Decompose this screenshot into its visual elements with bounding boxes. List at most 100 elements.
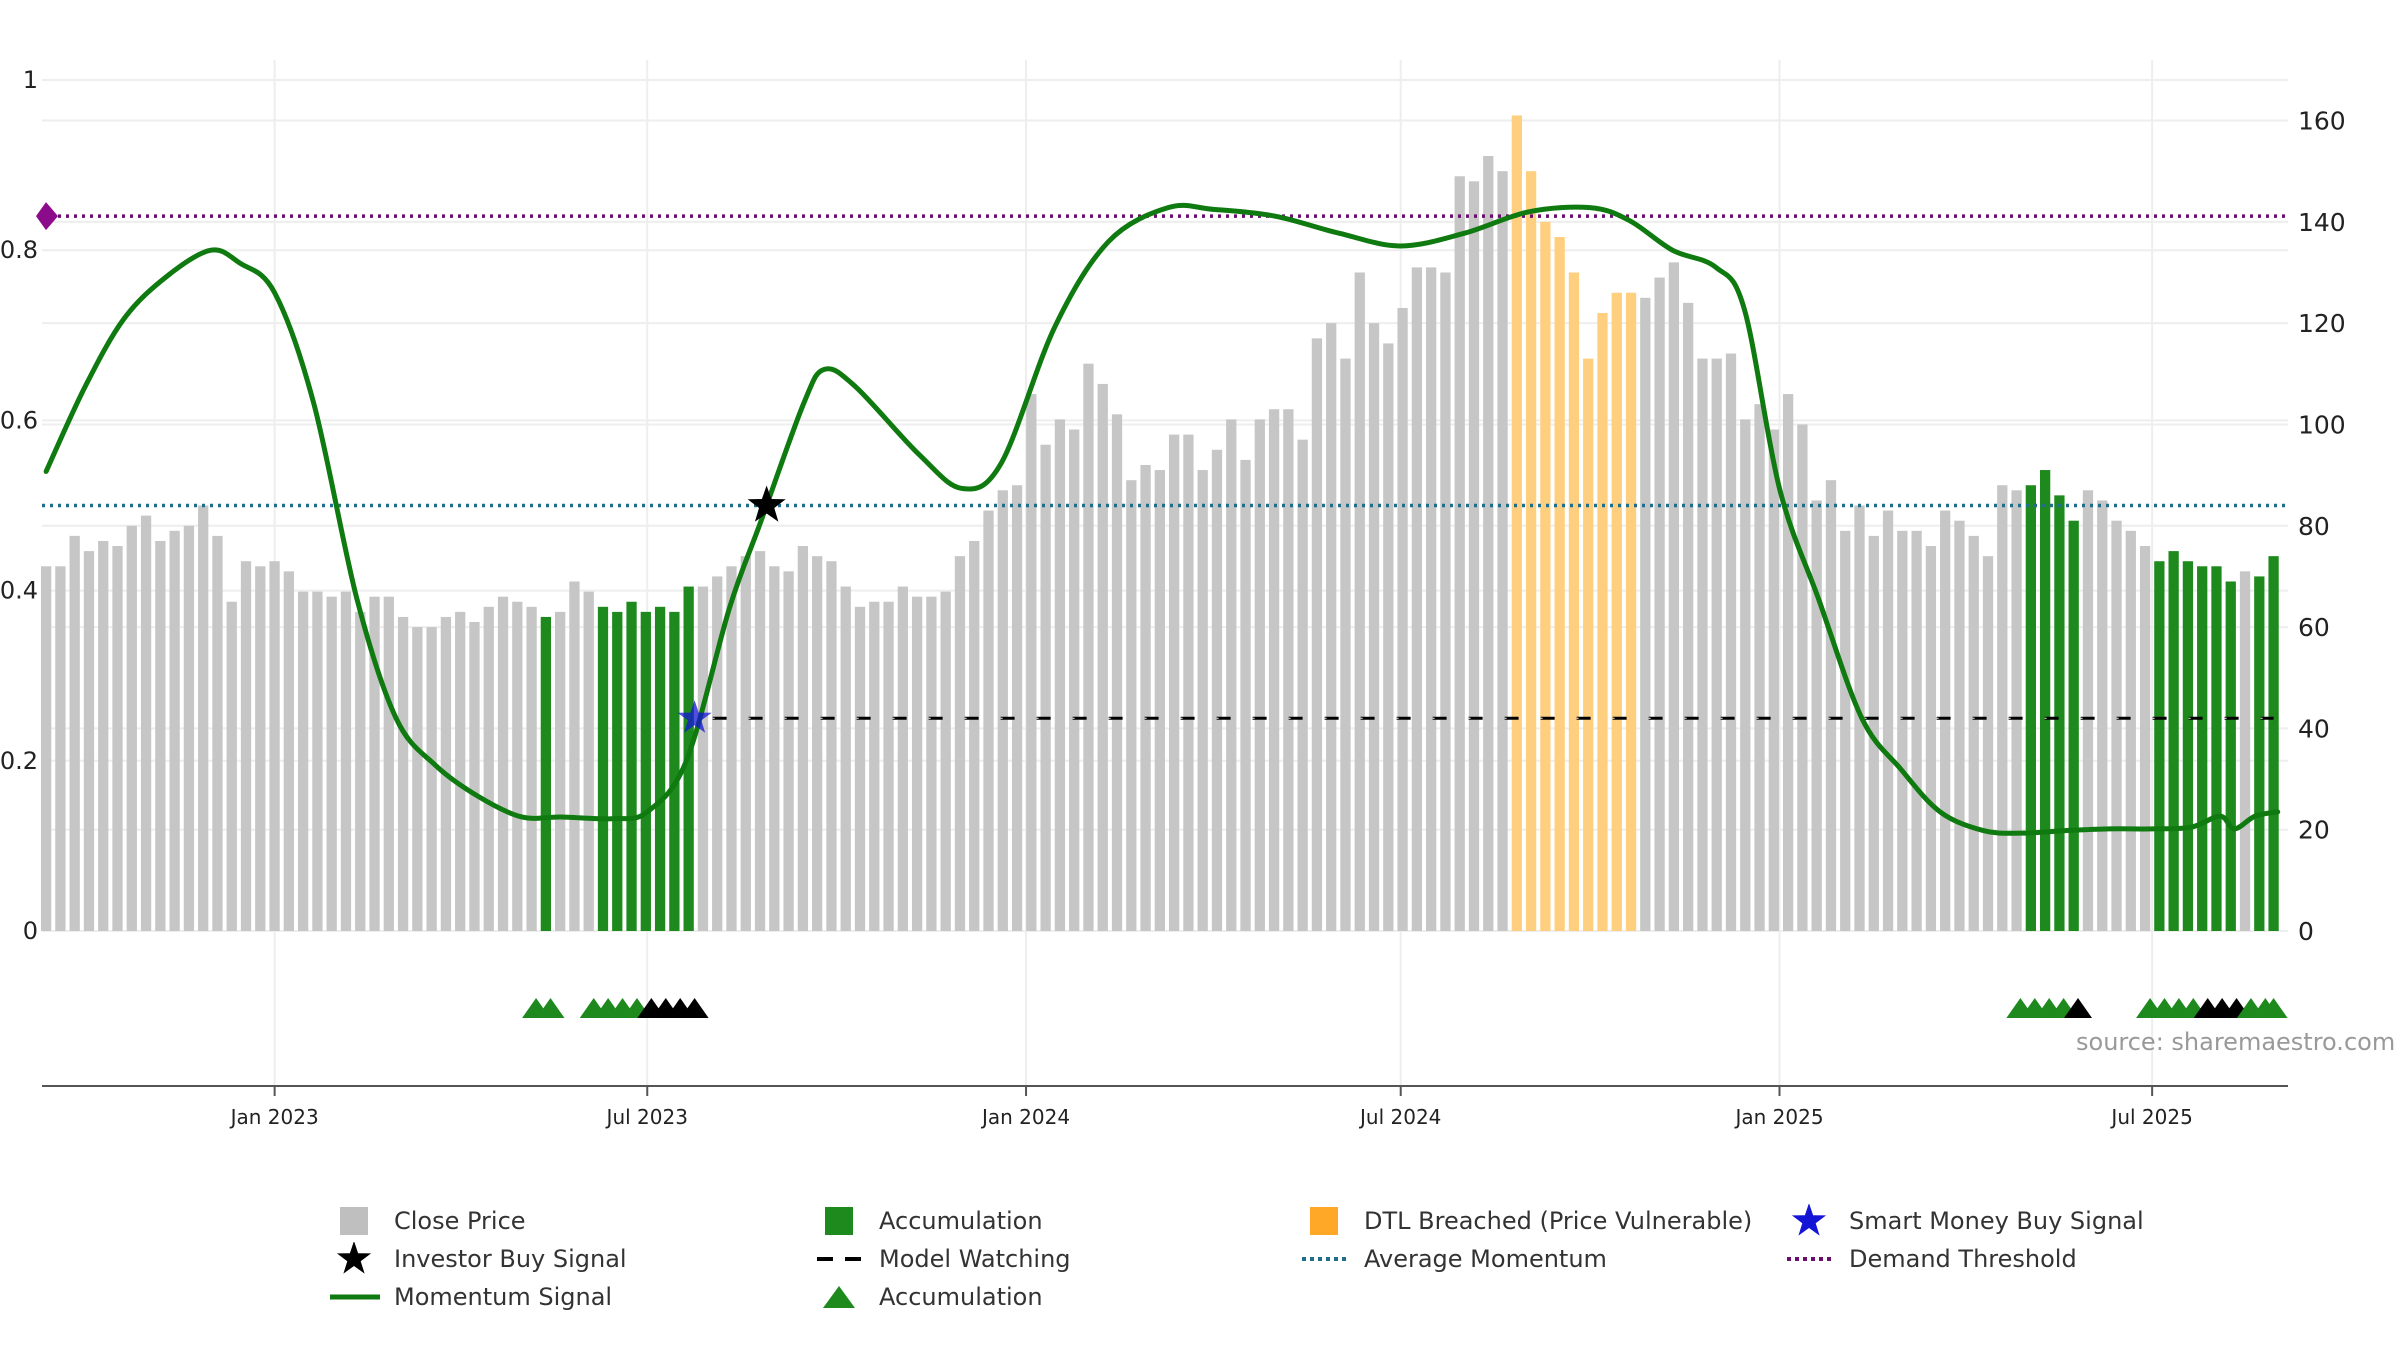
x-tick-label: Jul 2023 [605, 1105, 688, 1129]
source-note: source: sharemaestro.com [2076, 1028, 2396, 1056]
price-bar [1197, 470, 1208, 931]
left-tick-label: 0.8 [0, 236, 38, 264]
price-bar [1825, 480, 1837, 931]
close-price-bars [40, 115, 2279, 932]
price-bar [2239, 571, 2251, 931]
price-bar [312, 591, 323, 931]
price-bar [1697, 358, 1708, 931]
price-bar [1011, 485, 1023, 931]
right-tick-label: 160 [2298, 107, 2346, 136]
axes: Jan 2023 Jul 2023 Jan 2024 Jul 2024 Jan 2025… [0, 66, 2346, 1129]
price-bar [1811, 500, 1822, 931]
price-bar [1111, 414, 1123, 932]
buy-signals [677, 485, 786, 733]
price-bar [797, 546, 809, 931]
price-bar [1997, 485, 2008, 931]
price-bar [55, 566, 66, 931]
price-bar [2068, 520, 2079, 931]
x-tick-label: Jan 2023 [229, 1105, 319, 1129]
price-bar [669, 611, 680, 931]
price-bar [1026, 394, 1037, 931]
price-bar [1782, 394, 1794, 931]
price-bar [1683, 302, 1694, 931]
price-bar [2125, 530, 2136, 931]
price-bar [754, 551, 766, 931]
left-tick-label: 0.4 [0, 577, 38, 605]
price-bar [1411, 267, 1423, 931]
price-bar [1168, 434, 1180, 931]
price-bar [1511, 115, 1522, 932]
price-bar [340, 591, 352, 931]
price-bar [869, 601, 880, 931]
price-bar [1982, 556, 1994, 931]
investor-buy-signal-star [747, 485, 786, 522]
price-bar [2139, 546, 2151, 931]
price-bar [940, 591, 951, 931]
price-bar [897, 586, 908, 931]
price-bar [169, 530, 180, 931]
price-bar [997, 490, 1008, 931]
price-bar [283, 571, 294, 931]
price-bar [1397, 307, 1408, 932]
price-bar [512, 601, 523, 931]
x-tick-label: Jan 2024 [980, 1105, 1070, 1129]
price-bar [1483, 155, 1494, 931]
price-bar [1154, 470, 1165, 931]
price-bar [654, 606, 666, 931]
price-bar [155, 540, 166, 931]
price-bar [911, 596, 923, 931]
price-bar [1554, 237, 1565, 931]
price-bar [69, 535, 80, 931]
price-bar [140, 515, 152, 931]
price-bar [212, 535, 223, 931]
smart-money-buy-signal-star [677, 700, 712, 733]
accumulation-marker [2064, 998, 2093, 1018]
price-bar [2097, 500, 2108, 931]
price-bar [1797, 424, 1808, 931]
right-tick-label: 0 [2298, 917, 2314, 946]
price-bar [2268, 556, 2279, 931]
price-bar [1654, 277, 1665, 931]
price-bar [569, 581, 580, 931]
price-bar [826, 561, 837, 931]
price-bar [1211, 449, 1223, 931]
price-bar [1368, 323, 1380, 932]
price-bar [1097, 383, 1108, 931]
price-bar [555, 611, 566, 931]
price-bar [2154, 561, 2165, 931]
price-bar [1525, 171, 1537, 931]
price-bar [1568, 272, 1580, 931]
price-bar [1183, 434, 1194, 931]
price-bar [2182, 561, 2194, 931]
price-bar [697, 586, 709, 931]
accumulation-marker [2259, 998, 2288, 1018]
price-bar [112, 546, 123, 931]
left-tick-label: 1 [23, 66, 38, 94]
price-bar [83, 551, 95, 931]
price-bar [2225, 581, 2236, 931]
price-bar [1440, 272, 1451, 931]
price-bar [626, 601, 637, 931]
price-bar [2197, 566, 2208, 931]
price-bar [483, 606, 494, 931]
price-bar [2111, 520, 2122, 931]
price-bar [1340, 358, 1351, 931]
price-bar [1468, 181, 1480, 932]
price-bar [198, 505, 209, 931]
price-bar [1254, 419, 1265, 931]
price-bar [126, 525, 137, 931]
price-bar [183, 525, 195, 931]
reference-lines [36, 202, 2288, 720]
price-bar [1454, 176, 1465, 932]
left-tick-label: 0.6 [0, 406, 38, 434]
price-bar [1297, 439, 1308, 931]
price-bar [1354, 272, 1365, 931]
price-bar [597, 606, 609, 931]
price-bar [1754, 404, 1765, 931]
price-bar [812, 556, 823, 931]
price-bar [740, 556, 751, 931]
price-bar [2168, 551, 2179, 931]
right-tick-label: 100 [2298, 410, 2346, 439]
price-bar [712, 576, 723, 931]
price-bar [1840, 530, 1851, 931]
